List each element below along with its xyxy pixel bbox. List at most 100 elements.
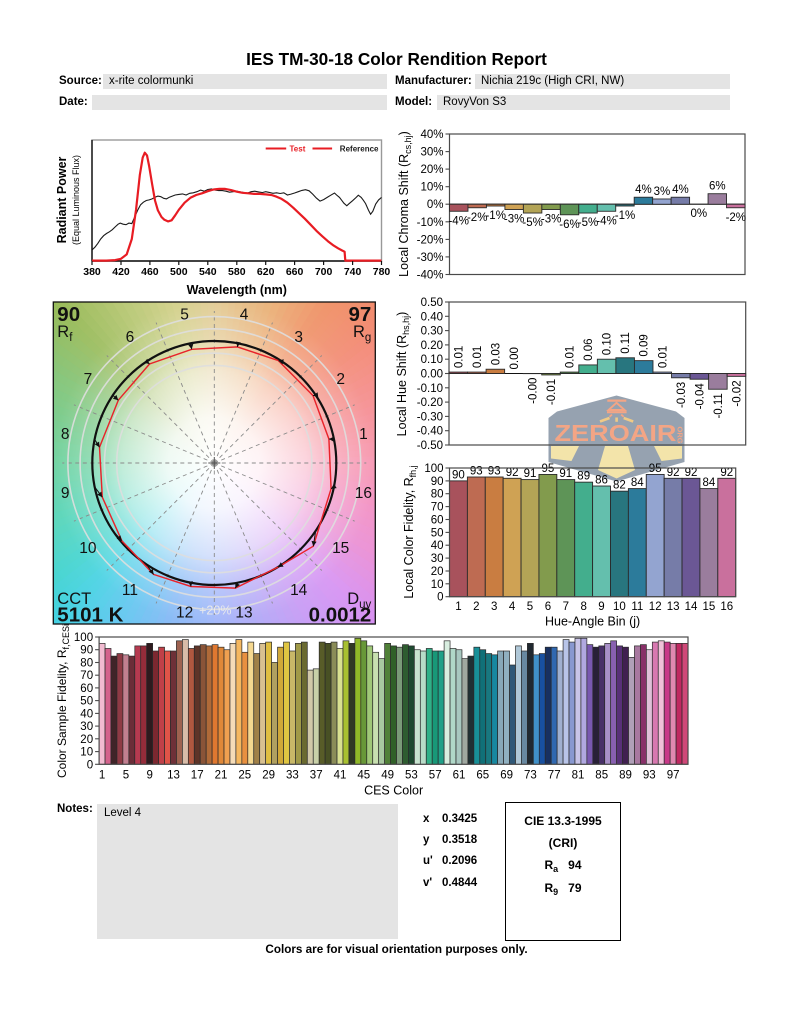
svg-text:Radiant Power: Radiant Power [55,156,69,243]
svg-text:0.09: 0.09 [639,334,651,356]
svg-text:580: 580 [228,266,246,278]
svg-text:3: 3 [294,329,303,346]
svg-text:0.03: 0.03 [490,343,502,365]
svg-text:84: 84 [703,477,716,489]
svg-text:-30%: -30% [417,252,444,264]
svg-text:14: 14 [685,601,698,613]
svg-text:49: 49 [381,769,394,781]
svg-text:0.01: 0.01 [453,346,465,368]
svg-text:Local Color Fidelity, Rfh,j: Local Color Fidelity, Rfh,j [402,465,418,598]
svg-text:460: 460 [141,266,159,278]
svg-text:3: 3 [491,601,497,613]
svg-text:20: 20 [80,734,93,746]
svg-text:5101 K: 5101 K [57,604,123,627]
svg-text:40: 40 [80,708,93,720]
svg-text:1: 1 [455,601,461,613]
svg-text:-0.03: -0.03 [676,382,688,408]
svg-text:30%: 30% [420,147,443,159]
svg-text:0.01: 0.01 [472,346,484,368]
svg-text:420: 420 [112,266,130,278]
svg-text:97: 97 [667,769,680,781]
svg-text:-0.40: -0.40 [417,426,443,438]
svg-text:-5%: -5% [578,217,598,229]
svg-text:-0.20: -0.20 [417,397,443,409]
svg-text:Hue-Angle Bin (j): Hue-Angle Bin (j) [545,615,640,629]
svg-text:CES Color: CES Color [364,783,423,797]
svg-text:21: 21 [215,769,228,781]
svg-text:-0.04: -0.04 [694,383,706,410]
svg-text:57: 57 [429,769,442,781]
svg-text:-3%: -3% [504,214,524,226]
svg-text:-2%: -2% [467,212,487,224]
svg-text:29: 29 [262,769,275,781]
svg-text:-40%: -40% [417,270,444,282]
svg-text:9: 9 [598,601,604,613]
svg-text:82: 82 [613,480,626,492]
svg-text:40: 40 [431,540,444,552]
svg-text:41: 41 [334,769,347,781]
svg-text:2: 2 [336,371,345,388]
svg-text:61: 61 [453,769,466,781]
svg-text:60: 60 [431,515,444,527]
svg-text:40%: 40% [420,129,443,141]
svg-text:15: 15 [332,540,349,557]
svg-text:-5%: -5% [522,217,542,229]
svg-text:-0.30: -0.30 [417,411,443,423]
svg-text:6: 6 [126,329,135,346]
svg-text:780: 780 [373,266,391,278]
svg-text:30: 30 [80,721,93,733]
svg-text:89: 89 [619,769,632,781]
svg-text:13: 13 [235,605,252,622]
svg-text:0.06: 0.06 [583,339,595,361]
svg-text:89: 89 [577,471,590,483]
svg-text:13: 13 [167,769,180,781]
svg-text:9: 9 [61,485,70,502]
svg-text:60: 60 [80,683,93,695]
svg-text:90: 90 [452,469,465,481]
svg-text:-0.01: -0.01 [546,379,558,405]
svg-text:77: 77 [548,769,561,781]
svg-text:0.50: 0.50 [421,297,443,309]
svg-text:10: 10 [431,579,444,591]
svg-text:500: 500 [170,266,188,278]
svg-text:0.01: 0.01 [565,346,577,368]
svg-text:Local Chroma Shift (Rcs,hj): Local Chroma Shift (Rcs,hj) [397,131,413,277]
svg-text:-0.00: -0.00 [527,378,539,404]
svg-text:13: 13 [667,601,680,613]
svg-text:53: 53 [405,769,418,781]
svg-text:1: 1 [99,769,105,781]
svg-text:0.01: 0.01 [657,346,669,368]
svg-text:92: 92 [720,467,733,479]
svg-text:30: 30 [431,553,444,565]
svg-text:16: 16 [355,485,372,502]
svg-text:7: 7 [563,601,569,613]
svg-text:0: 0 [87,759,93,771]
svg-text:-1%: -1% [485,210,505,222]
svg-text:14: 14 [290,582,308,599]
svg-text:-0.10: -0.10 [417,383,443,395]
svg-text:70: 70 [431,502,444,514]
svg-text:93: 93 [643,769,656,781]
svg-text:15: 15 [703,601,716,613]
svg-text:0: 0 [437,592,443,604]
svg-text:5: 5 [180,306,189,323]
svg-text:70: 70 [80,670,93,682]
svg-text:85: 85 [595,769,608,781]
svg-text:0.40: 0.40 [421,311,443,323]
svg-text:80: 80 [80,658,93,670]
svg-text:92: 92 [667,467,680,479]
svg-text:-10%: -10% [417,217,444,229]
svg-text:(Equal Luminous Flux): (Equal Luminous Flux) [71,155,81,245]
svg-text:ZEROAIR: ZEROAIR [555,420,677,446]
svg-text:Reference: Reference [340,145,379,154]
svg-text:-0.11: -0.11 [713,393,725,418]
svg-text:+20%: +20% [199,603,231,617]
svg-text:4%: 4% [672,184,689,196]
svg-text:-0.02: -0.02 [731,380,743,406]
svg-text:81: 81 [572,769,585,781]
svg-text:9: 9 [146,769,152,781]
svg-text:540: 540 [199,266,217,278]
svg-text:50: 50 [431,527,444,539]
svg-text:0.20: 0.20 [421,340,443,352]
svg-text:33: 33 [286,769,299,781]
